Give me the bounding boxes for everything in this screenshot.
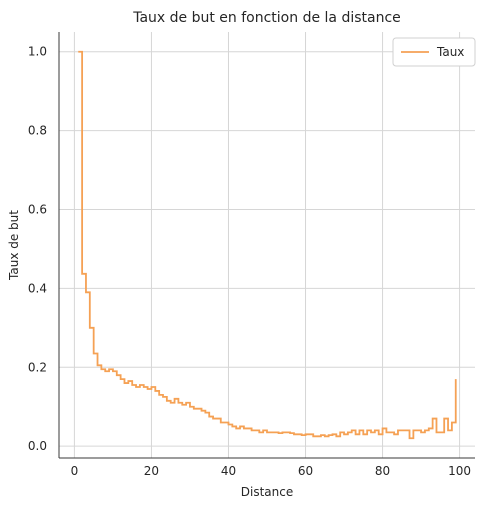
x-tick-label: 40 <box>221 464 236 478</box>
chart-title: Taux de but en fonction de la distance <box>132 10 401 26</box>
x-axis-label: Distance <box>241 485 293 499</box>
y-tick-label: 0.6 <box>28 203 47 217</box>
x-tick-label: 20 <box>144 464 159 478</box>
legend: Taux <box>392 37 476 67</box>
series-layer <box>78 50 457 440</box>
x-tick-label: 80 <box>375 464 390 478</box>
x-tick-label: 60 <box>298 464 313 478</box>
legend-frame <box>392 37 476 67</box>
x-tick-label: 0 <box>71 464 79 478</box>
series-line-0 <box>78 50 457 440</box>
grid <box>59 32 475 458</box>
y-tick-label: 0.0 <box>28 439 47 453</box>
y-tick-label: 1.0 <box>28 45 47 59</box>
x-tick-label: 100 <box>448 464 471 478</box>
axes <box>58 32 475 459</box>
y-axis-label: Taux de but <box>7 210 21 281</box>
y-tick-label: 0.2 <box>28 360 47 374</box>
y-tick-label: 0.4 <box>28 281 47 295</box>
legend-label: Taux <box>436 45 464 59</box>
tick-labels: 0 20 40 60 80 100 0.0 0.2 0.4 0.6 0.8 1.0 <box>28 45 471 478</box>
y-tick-label: 0.8 <box>28 124 47 138</box>
